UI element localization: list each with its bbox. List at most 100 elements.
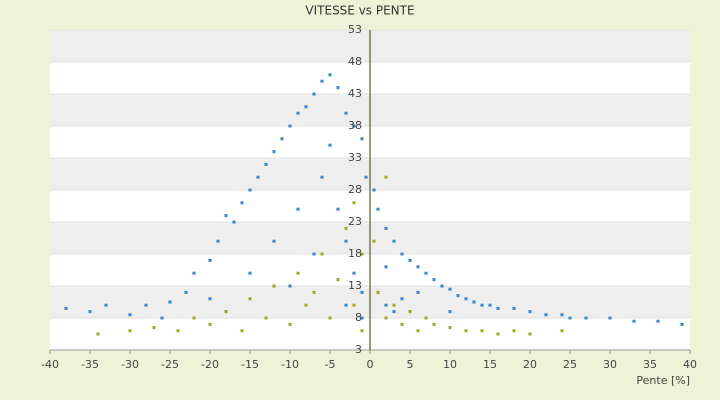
point	[320, 175, 324, 179]
point	[184, 290, 188, 294]
point	[128, 313, 132, 317]
point	[384, 265, 388, 269]
point	[416, 290, 420, 294]
point	[376, 207, 380, 211]
point	[608, 316, 612, 320]
point	[372, 239, 376, 243]
x-tick-label: 20	[523, 358, 537, 371]
point	[296, 207, 300, 211]
point	[88, 310, 92, 314]
y-tick-label: 18	[348, 247, 362, 260]
chart-title: VITESSE vs PENTE	[305, 4, 414, 18]
point	[440, 284, 444, 288]
point	[160, 316, 164, 320]
point	[216, 239, 220, 243]
point	[360, 316, 364, 320]
point	[240, 329, 244, 333]
point	[272, 150, 276, 154]
point	[128, 329, 132, 333]
point	[304, 105, 308, 109]
point	[416, 265, 420, 269]
point	[424, 316, 428, 320]
point	[312, 252, 316, 256]
point	[360, 290, 364, 294]
point	[680, 322, 684, 326]
y-tick-label: 28	[348, 183, 362, 196]
point	[456, 294, 460, 298]
point	[352, 271, 356, 275]
point	[304, 303, 308, 307]
y-tick-label: 8	[355, 311, 362, 324]
point	[512, 306, 516, 310]
x-tick-label: -40	[41, 358, 59, 371]
point	[168, 300, 172, 304]
point	[272, 239, 276, 243]
point	[528, 310, 532, 314]
point	[376, 290, 380, 294]
point	[104, 303, 108, 307]
point	[496, 306, 500, 310]
point	[656, 319, 660, 323]
y-tick-label: 33	[348, 151, 362, 164]
x-tick-label: 15	[483, 358, 497, 371]
point	[288, 124, 292, 128]
point	[360, 329, 364, 333]
point	[248, 271, 252, 275]
point	[344, 111, 348, 115]
point	[264, 162, 268, 166]
point	[328, 143, 332, 147]
point	[328, 316, 332, 320]
point	[232, 220, 236, 224]
point	[280, 137, 284, 141]
point	[312, 92, 316, 96]
point	[480, 303, 484, 307]
point	[528, 332, 532, 336]
point	[496, 332, 500, 336]
point	[384, 226, 388, 230]
x-tick-label: 10	[443, 358, 457, 371]
x-tick-label: 5	[407, 358, 414, 371]
point	[432, 322, 436, 326]
y-tick-label: 13	[348, 279, 362, 292]
point	[64, 306, 68, 310]
point	[432, 278, 436, 282]
point	[512, 329, 516, 333]
point	[248, 297, 252, 301]
point	[424, 271, 428, 275]
point	[364, 175, 368, 179]
point	[320, 252, 324, 256]
point	[416, 329, 420, 333]
point	[448, 310, 452, 314]
point	[632, 319, 636, 323]
point	[208, 322, 212, 326]
x-tick-label: -15	[241, 358, 259, 371]
point	[208, 258, 212, 262]
y-tick-label: 43	[348, 87, 362, 100]
y-tick-label: 53	[348, 23, 362, 36]
point	[320, 79, 324, 83]
point	[256, 175, 260, 179]
point	[360, 252, 364, 256]
point	[344, 239, 348, 243]
x-tick-label: -5	[325, 358, 336, 371]
point	[336, 207, 340, 211]
point	[384, 175, 388, 179]
point	[408, 258, 412, 262]
point	[344, 226, 348, 230]
point	[472, 300, 476, 304]
x-axis-label: Pente [%]	[636, 374, 690, 387]
x-tick-label: 25	[563, 358, 577, 371]
point	[152, 326, 156, 330]
point	[192, 316, 196, 320]
point	[584, 316, 588, 320]
x-tick-label: 40	[683, 358, 697, 371]
point	[560, 329, 564, 333]
point	[328, 73, 332, 77]
x-tick-label: 35	[643, 358, 657, 371]
point	[336, 278, 340, 282]
point	[288, 322, 292, 326]
x-tick-label: 0	[367, 358, 374, 371]
point	[408, 310, 412, 314]
x-tick-label: -25	[161, 358, 179, 371]
point	[400, 252, 404, 256]
